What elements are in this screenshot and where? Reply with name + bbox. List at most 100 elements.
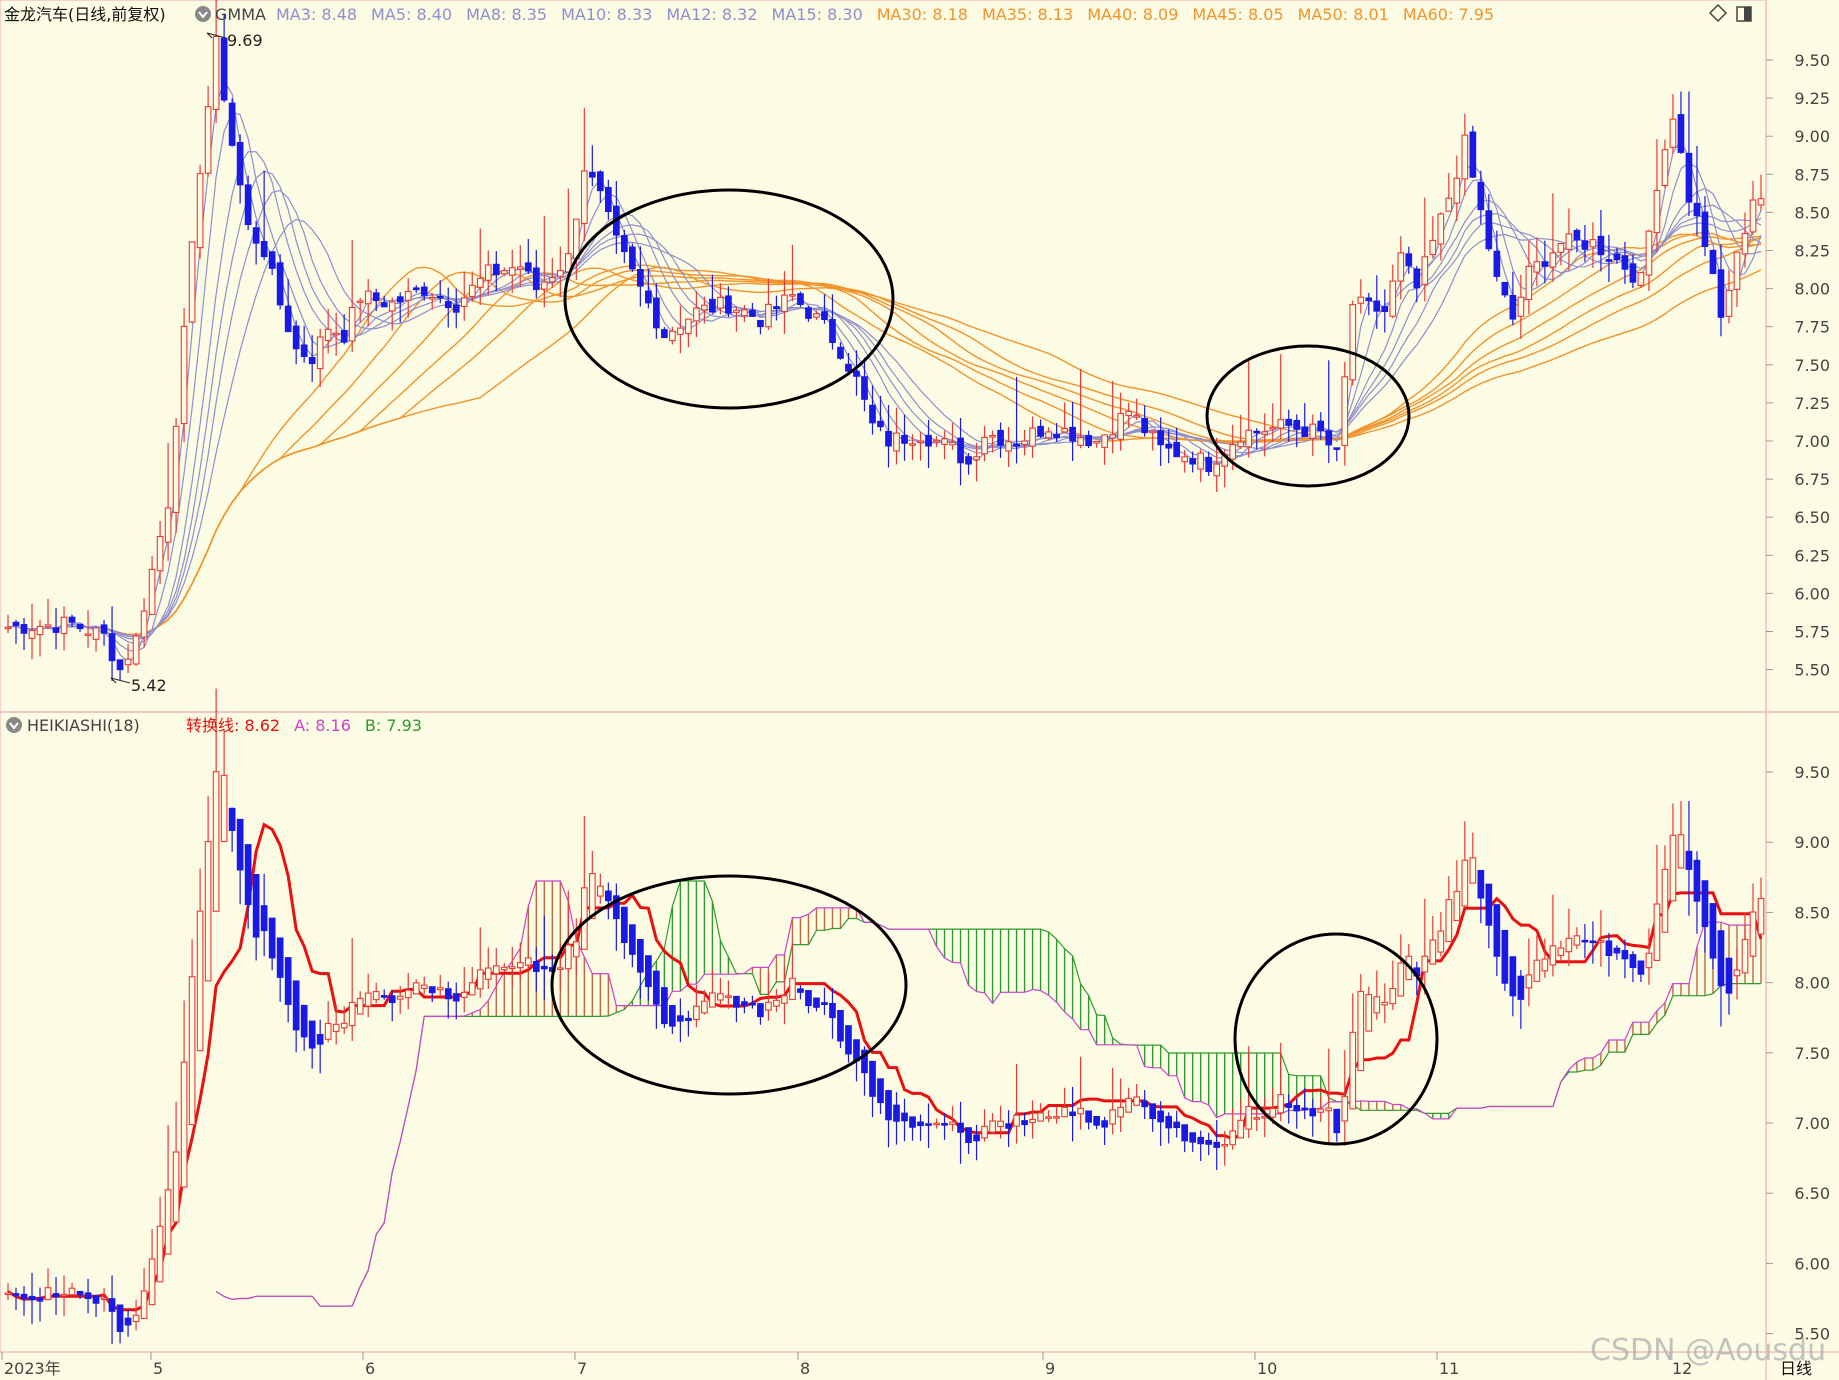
candle-body xyxy=(877,1078,884,1104)
legend-item: MA5: 8.40 xyxy=(371,5,452,24)
x-tick-label: 6 xyxy=(365,1359,375,1378)
candle-body xyxy=(1741,232,1749,255)
candle-body xyxy=(68,1287,76,1296)
candle-body xyxy=(1709,249,1717,275)
candle-body xyxy=(1021,1120,1028,1126)
candle-body xyxy=(805,990,812,1007)
candle-body xyxy=(1189,458,1197,465)
candle-body xyxy=(981,1125,988,1139)
diamond-icon[interactable] xyxy=(1708,3,1728,23)
candle-body xyxy=(60,616,68,635)
candle-body xyxy=(1437,213,1445,245)
bottom-indicator-dropdown-icon[interactable] xyxy=(6,717,22,733)
candle-body xyxy=(540,281,548,290)
candle-body xyxy=(1573,229,1581,241)
high-label: 9.69 xyxy=(227,31,263,50)
candle-body xyxy=(404,989,412,999)
candle-body xyxy=(436,295,444,299)
candle-body xyxy=(845,363,852,372)
candle-body xyxy=(420,984,428,989)
candle-body xyxy=(68,616,76,623)
candle-body xyxy=(701,1000,708,1014)
y-tick-label: 5.75 xyxy=(1794,623,1830,642)
candle-body xyxy=(420,286,428,296)
candle-body xyxy=(1093,440,1100,444)
candle-body xyxy=(653,297,660,329)
x-axis-labels: 2023年 5 6 7 8 9 10 11 12 xyxy=(1,1352,1692,1378)
candle-body xyxy=(1293,419,1301,430)
candle-body xyxy=(492,263,500,276)
x-tick-label: 9 xyxy=(1045,1359,1055,1378)
y-tick-label: 5.50 xyxy=(1794,1325,1830,1344)
candle-body xyxy=(1109,434,1116,439)
candle-body xyxy=(917,440,924,444)
candle-body xyxy=(629,246,636,270)
candle-body xyxy=(1669,834,1677,902)
candle-body xyxy=(476,277,484,288)
candle-body xyxy=(28,629,36,639)
candle-body xyxy=(741,1001,748,1006)
candle-body xyxy=(596,885,604,897)
candle-body xyxy=(556,270,564,277)
candle-body xyxy=(1469,857,1477,884)
candle-body xyxy=(1493,904,1501,957)
candle-body xyxy=(741,309,748,317)
indicator-dropdown-icon[interactable] xyxy=(195,6,211,22)
candle-body xyxy=(1453,177,1461,204)
candle-body xyxy=(1629,263,1637,283)
candle-body xyxy=(1685,850,1693,870)
candle-body xyxy=(837,346,844,359)
candle-body xyxy=(1621,950,1629,960)
candle-body xyxy=(797,293,804,305)
candle-body xyxy=(1117,1106,1124,1118)
candle-body xyxy=(1365,994,1373,1032)
candle-body xyxy=(1349,304,1357,381)
candle-body xyxy=(1581,939,1589,943)
legend-item: MA3: 8.48 xyxy=(276,5,357,24)
candle-body xyxy=(564,944,572,970)
bottom-candles xyxy=(4,688,1765,1345)
candle-body xyxy=(1477,181,1485,211)
candle-body xyxy=(452,993,460,1002)
candle-body xyxy=(885,1090,892,1121)
annotation-ellipse-bottom-2 xyxy=(1233,932,1439,1146)
candle-body xyxy=(1365,297,1373,302)
candle-body xyxy=(1245,1105,1253,1130)
candle-body xyxy=(1413,268,1421,289)
candle-body xyxy=(524,262,532,272)
annotation-ellipse-top-2 xyxy=(1205,344,1411,488)
candle-body xyxy=(1373,996,1381,1014)
candle-body xyxy=(1677,114,1685,153)
bottom-header: HEIKIASHI(18) 转换线: 8.62 A: 8.16 B: 7.93 xyxy=(6,716,422,735)
candle-body xyxy=(324,1022,332,1040)
candle-body xyxy=(1589,940,1597,944)
candle-body xyxy=(1661,868,1669,933)
candle-body xyxy=(1181,456,1189,463)
candle-body xyxy=(1749,911,1757,957)
y-tick-label: 6.00 xyxy=(1794,584,1830,603)
candle-body xyxy=(1533,959,1541,982)
candle-body xyxy=(989,434,996,438)
candle-body xyxy=(12,621,20,626)
candle-body xyxy=(508,267,516,276)
candle-body xyxy=(1637,272,1645,286)
candle-body xyxy=(1333,1108,1341,1134)
candle-body xyxy=(116,659,124,671)
y-tick-label: 9.00 xyxy=(1794,833,1830,852)
candle-body xyxy=(1381,306,1389,313)
candle-body xyxy=(1509,956,1517,997)
legend-item: MA35: 8.13 xyxy=(982,5,1073,24)
candle-body xyxy=(1549,945,1557,966)
candle-body xyxy=(765,303,772,328)
candle-body xyxy=(1013,443,1020,447)
candle-body xyxy=(372,991,380,1001)
y-tick-label: 8.50 xyxy=(1794,203,1830,222)
candle-body xyxy=(973,456,980,461)
candle-body xyxy=(893,432,900,452)
candle-body xyxy=(981,436,988,455)
candle-body xyxy=(1701,880,1709,928)
y-tick-label: 8.50 xyxy=(1794,903,1830,922)
candle-body xyxy=(957,437,964,464)
candle-body xyxy=(484,967,492,980)
